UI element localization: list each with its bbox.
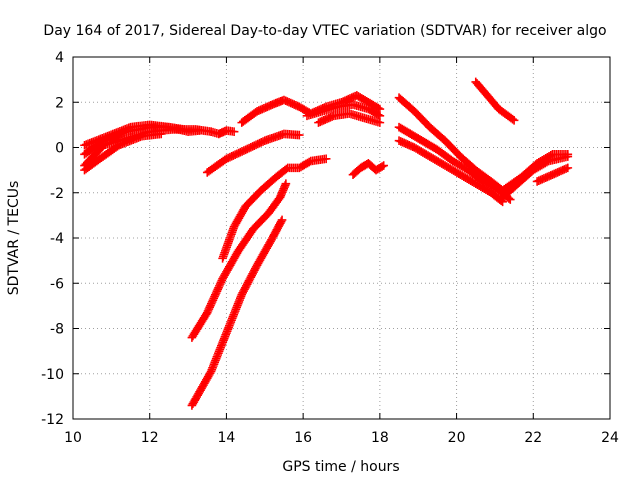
data-point (295, 130, 304, 140)
y-tick-label: 0 (55, 141, 64, 157)
data-point (179, 125, 189, 134)
data-points (80, 77, 573, 410)
x-tick-label: 14 (218, 430, 236, 446)
data-point (195, 126, 204, 135)
data-point (563, 163, 573, 173)
series-track-13 (348, 159, 388, 179)
y-tick-label: -2 (50, 186, 64, 202)
data-point (496, 196, 506, 205)
series-track-15 (394, 122, 515, 204)
data-point (282, 164, 291, 174)
data-point (375, 118, 385, 127)
data-point (509, 116, 519, 125)
series-track-16 (394, 136, 507, 207)
series-track-5 (206, 126, 239, 139)
data-point (321, 154, 331, 164)
series-track-12 (218, 154, 331, 263)
series-track-4 (80, 129, 166, 175)
data-point (505, 195, 515, 204)
x-tick-label: 20 (448, 430, 466, 446)
series-track-18 (498, 149, 573, 195)
y-tick-label: 4 (55, 50, 64, 66)
data-point (563, 149, 573, 159)
data-point (379, 161, 388, 170)
x-tick-label: 12 (141, 430, 159, 446)
data-point (375, 111, 385, 121)
series-track-6 (202, 129, 304, 177)
series-track-8 (314, 109, 385, 127)
data-point (375, 104, 385, 114)
chart-title: Day 164 of 2017, Sidereal Day-to-day VTE… (43, 23, 606, 39)
y-tick-label: 2 (55, 95, 64, 111)
series-track-3 (80, 120, 189, 150)
series-track-17 (498, 152, 573, 202)
data-point (277, 215, 287, 225)
y-tick-label: -6 (50, 276, 64, 292)
series-track-9 (302, 100, 385, 121)
x-axis-label: GPS time / hours (282, 459, 399, 475)
y-tick-label: -12 (41, 412, 64, 428)
y-axis-label: SDTVAR / TECUs (6, 181, 22, 296)
series-track-20 (471, 77, 519, 125)
series-track-7 (237, 91, 385, 127)
data-point (156, 129, 166, 139)
x-tick-label: 22 (524, 430, 542, 446)
y-tick-label: -8 (50, 322, 64, 338)
series-track-10 (187, 179, 291, 342)
data-point (229, 127, 239, 136)
y-tick-label: -4 (50, 231, 64, 247)
series-track-14 (394, 93, 507, 195)
series-track-11 (187, 215, 287, 410)
x-tick-label: 18 (371, 430, 389, 446)
data-point (281, 179, 291, 188)
x-tick-label: 16 (294, 430, 312, 446)
x-tick-label: 24 (601, 430, 619, 446)
x-tick-label: 10 (64, 430, 82, 446)
series-track-19 (532, 163, 573, 186)
y-tick-label: -10 (41, 367, 64, 383)
